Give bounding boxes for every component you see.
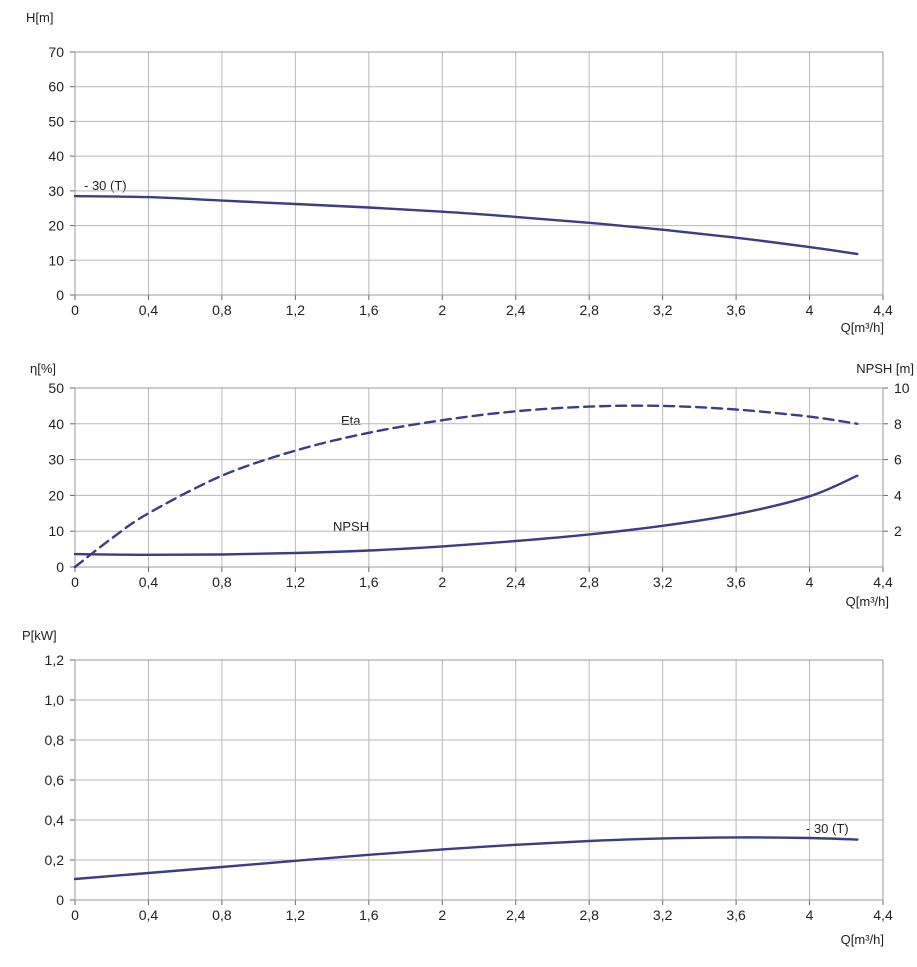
power-y-tick-label: 0,8 — [45, 732, 65, 748]
power-y-tick-label: 0 — [56, 892, 64, 908]
efficiency-y-tick-label: 40 — [48, 416, 64, 432]
power-chart: P[kW] Q[m³/h] - 30 (T) 0 0,4 0,8 1,2 1,6 2 2,4… — [22, 628, 893, 947]
head-x-tick-label: 3,6 — [726, 302, 746, 318]
npsh-right-tick-label: 8 — [894, 416, 902, 432]
head-y-tick-label: 10 — [48, 252, 64, 268]
head-y-tick-label: 70 — [48, 44, 64, 60]
head-plot-frame — [74, 51, 884, 296]
head-y-tick-label: 40 — [48, 148, 64, 164]
efficiency-x-tick-label: 3,6 — [726, 574, 746, 590]
efficiency-y-tick-label: 20 — [48, 487, 64, 503]
efficiency-x-tick-label: 2,4 — [506, 574, 526, 590]
power-y-axis-label: P[kW] — [22, 628, 57, 643]
head-curve-annotation: - 30 (T) — [84, 178, 127, 193]
efficiency-y-tick-label: 0 — [56, 559, 64, 575]
power-x-tick-label: 2 — [438, 907, 446, 923]
power-x-tick-label: 0,8 — [212, 907, 232, 923]
npsh-y-axis-label: NPSH [m] — [856, 361, 914, 376]
efficiency-x-tick-label: 2 — [438, 574, 446, 590]
efficiency-x-tick-label: 1,2 — [286, 574, 306, 590]
efficiency-series-eta-line — [73, 404, 859, 569]
power-x-tick-label: 4,4 — [873, 907, 893, 923]
head-x-tick-label: 0 — [71, 302, 79, 318]
efficiency-x-tick-label: 0,8 — [212, 574, 232, 590]
power-curve-annotation: - 30 (T) — [806, 821, 849, 836]
head-x-axis-label: Q[m³/h] — [841, 320, 884, 335]
npsh-right-tick-label: 10 — [894, 380, 910, 396]
npsh-right-tick-label: 2 — [894, 523, 902, 539]
efficiency-plot-frame — [74, 387, 884, 568]
head-y-tick-label: 50 — [48, 113, 64, 129]
power-x-axis-label: Q[m³/h] — [841, 932, 884, 947]
efficiency-x-tick-label: 4,4 — [873, 574, 893, 590]
head-y-tick-label: 0 — [56, 287, 64, 303]
power-x-tick-label: 1,2 — [286, 907, 306, 923]
power-y-tick-label: 0,4 — [45, 812, 65, 828]
head-x-tick-label: 4 — [806, 302, 814, 318]
power-x-tick-label: 0,4 — [139, 907, 159, 923]
head-x-tick-label: 1,6 — [359, 302, 379, 318]
efficiency-x-axis-label: Q[m³/h] — [846, 594, 889, 609]
efficiency-series-npsh-line — [73, 474, 859, 557]
efficiency-x-tick-label: 3,2 — [653, 574, 673, 590]
efficiency-y-tick-label: 10 — [48, 523, 64, 539]
head-gridlines — [74, 51, 884, 296]
head-y-axis-label: H[m] — [26, 10, 53, 25]
power-series-30-t-line — [73, 836, 859, 881]
power-plot-frame — [74, 659, 884, 901]
head-x-tick-label: 0,8 — [212, 302, 232, 318]
head-x-tick-label: 2,8 — [579, 302, 599, 318]
power-x-tick-label: 2,8 — [579, 907, 599, 923]
head-x-tick-label: 2,4 — [506, 302, 526, 318]
head-x-tick-label: 0,4 — [139, 302, 159, 318]
power-x-tick-label: 3,2 — [653, 907, 673, 923]
head-series-30-t-line — [73, 194, 859, 256]
npsh-right-tick-label: 4 — [894, 487, 902, 503]
efficiency-x-tick-label: 0,4 — [139, 574, 159, 590]
head-chart: H[m] Q[m³/h] - 30 (T) 0 0,4 0,8 1,2 1,6 2 2,4 2… — [26, 10, 893, 335]
power-x-tick-label: 1,6 — [359, 907, 379, 923]
power-gridlines — [74, 659, 884, 901]
power-x-tick-label: 3,6 — [726, 907, 746, 923]
efficiency-x-tick-label: 1,6 — [359, 574, 379, 590]
head-x-tick-label: 2 — [438, 302, 446, 318]
efficiency-x-tick-label: 2,8 — [579, 574, 599, 590]
power-x-tick-label: 2,4 — [506, 907, 526, 923]
efficiency-npsh-chart: η[%] NPSH [m] Q[m³/h] Eta NPSH 0 0,4 0,8 1,… — [30, 361, 914, 609]
power-x-tick-label: 4 — [806, 907, 814, 923]
efficiency-y-tick-label: 30 — [48, 452, 64, 468]
power-y-tick-label: 1,0 — [45, 692, 65, 708]
head-x-tick-label: 4,4 — [873, 302, 893, 318]
power-y-tick-label: 0,2 — [45, 852, 65, 868]
efficiency-y-axis-label: η[%] — [30, 361, 56, 376]
npsh-series-label: NPSH — [333, 519, 369, 534]
efficiency-x-tick-label: 0 — [71, 574, 79, 590]
head-y-tick-label: 30 — [48, 183, 64, 199]
head-x-tick-label: 3,2 — [653, 302, 673, 318]
npsh-right-tick-label: 6 — [894, 452, 902, 468]
efficiency-y-tick-label: 50 — [48, 380, 64, 396]
power-x-tick-label: 0 — [71, 907, 79, 923]
head-x-tick-label: 1,2 — [286, 302, 306, 318]
power-y-tick-label: 0,6 — [45, 772, 65, 788]
head-y-tick-label: 20 — [48, 218, 64, 234]
efficiency-x-tick-label: 4 — [806, 574, 814, 590]
head-y-tick-label: 60 — [48, 79, 64, 95]
eta-series-label: Eta — [341, 413, 361, 428]
power-y-tick-label: 1,2 — [45, 652, 65, 668]
